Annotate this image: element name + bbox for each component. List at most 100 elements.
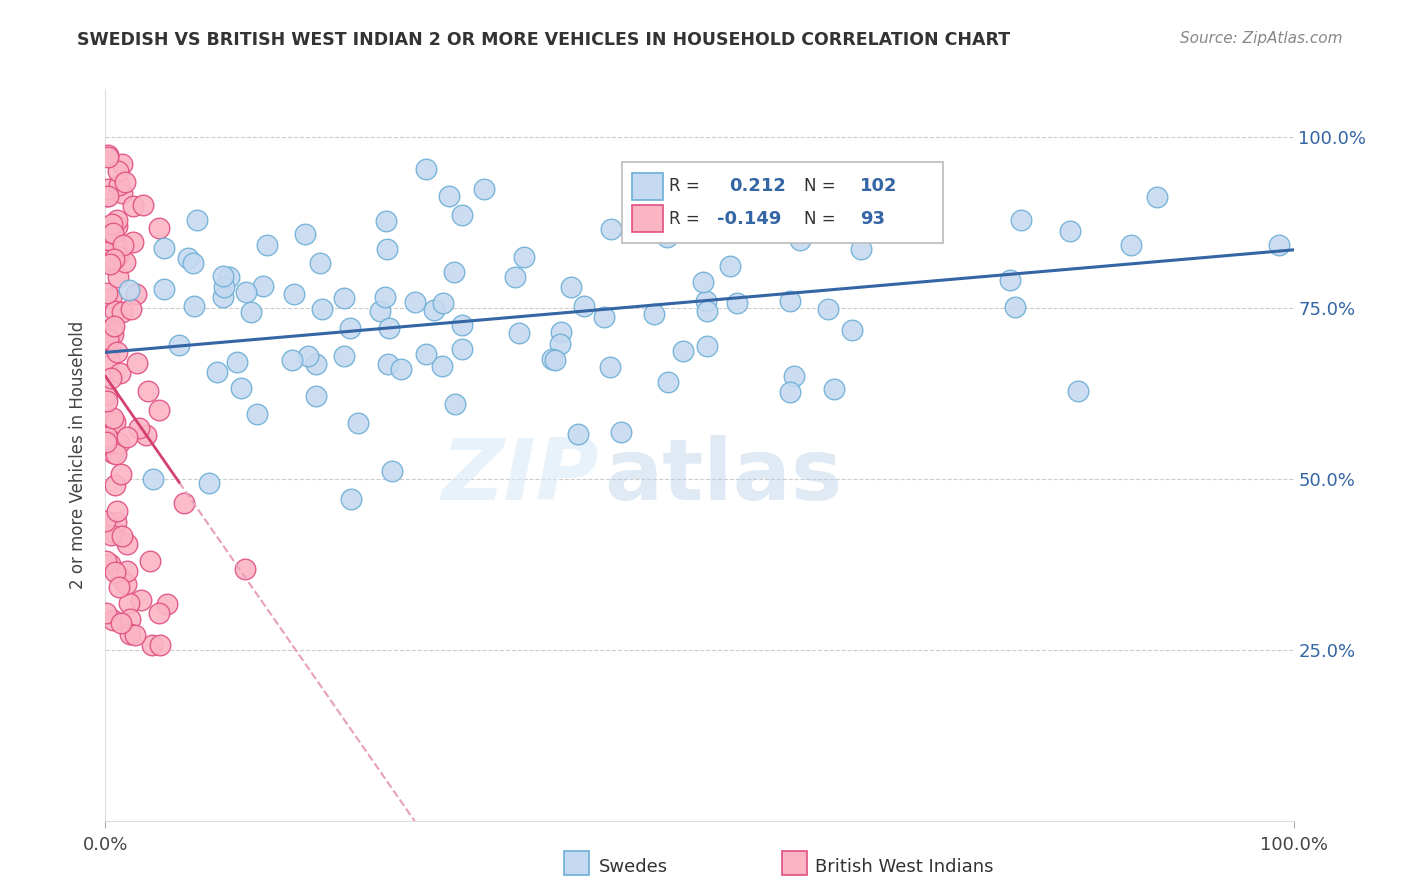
- Point: [118, 596, 141, 610]
- Point: [105, 515, 128, 529]
- Point: [503, 270, 526, 285]
- Point: [121, 199, 143, 213]
- Point: [96, 606, 118, 620]
- Point: [240, 305, 263, 319]
- Point: [98, 257, 121, 271]
- Y-axis label: 2 or more Vehicles in Household: 2 or more Vehicles in Household: [69, 321, 87, 589]
- Point: [779, 293, 801, 308]
- Point: [111, 305, 134, 319]
- Text: R =: R =: [669, 210, 699, 227]
- Text: atlas: atlas: [605, 435, 842, 518]
- Point: [305, 357, 328, 371]
- Point: [226, 354, 249, 368]
- Point: [118, 284, 141, 298]
- Point: [346, 417, 368, 431]
- Point: [97, 150, 120, 164]
- Point: [211, 268, 233, 283]
- Point: [104, 526, 127, 541]
- Point: [444, 397, 467, 411]
- Point: [212, 280, 235, 294]
- Point: [439, 188, 461, 202]
- Point: [173, 495, 195, 509]
- Point: [103, 613, 125, 627]
- Point: [107, 270, 129, 285]
- Point: [600, 222, 623, 236]
- Point: [1268, 238, 1291, 252]
- Point: [142, 472, 165, 486]
- Point: [377, 357, 399, 371]
- Point: [156, 597, 179, 611]
- Point: [149, 638, 172, 652]
- Point: [641, 177, 664, 191]
- Point: [783, 369, 806, 384]
- Point: [177, 252, 200, 266]
- Point: [112, 238, 135, 252]
- Point: [415, 347, 437, 361]
- Text: N =: N =: [804, 210, 835, 227]
- Point: [120, 627, 142, 641]
- Point: [340, 491, 363, 506]
- Point: [117, 537, 139, 551]
- Point: [98, 227, 121, 241]
- Point: [451, 318, 474, 332]
- Point: [94, 245, 117, 260]
- Point: [97, 437, 120, 451]
- Point: [443, 264, 465, 278]
- Point: [823, 382, 845, 396]
- Point: [148, 403, 170, 417]
- Point: [451, 343, 474, 357]
- Point: [107, 163, 129, 178]
- Point: [768, 194, 790, 209]
- Point: [97, 147, 120, 161]
- Point: [1146, 189, 1168, 203]
- Point: [657, 375, 679, 389]
- Point: [696, 339, 718, 353]
- Point: [152, 282, 174, 296]
- Point: [97, 189, 120, 203]
- Point: [105, 504, 128, 518]
- Point: [332, 291, 354, 305]
- FancyBboxPatch shape: [631, 205, 662, 232]
- Point: [107, 580, 129, 594]
- Point: [97, 331, 120, 345]
- Point: [110, 186, 132, 200]
- Point: [305, 389, 328, 403]
- Point: [105, 213, 128, 227]
- Point: [1067, 384, 1090, 398]
- Point: [381, 464, 404, 478]
- Point: [101, 411, 124, 425]
- Point: [183, 299, 205, 313]
- Point: [368, 303, 391, 318]
- FancyBboxPatch shape: [623, 162, 943, 243]
- Point: [104, 415, 127, 429]
- Point: [599, 359, 621, 374]
- Point: [114, 175, 136, 189]
- Point: [105, 344, 128, 359]
- Text: 102: 102: [860, 177, 897, 194]
- Text: R =: R =: [669, 177, 699, 194]
- Point: [104, 304, 127, 318]
- Point: [859, 197, 882, 211]
- Point: [125, 287, 148, 301]
- Point: [672, 344, 695, 359]
- Point: [817, 302, 839, 317]
- Point: [181, 256, 204, 270]
- Point: [186, 213, 208, 227]
- FancyBboxPatch shape: [631, 173, 662, 201]
- Point: [1004, 300, 1026, 314]
- Point: [246, 407, 269, 421]
- Point: [100, 528, 122, 542]
- Point: [422, 303, 444, 318]
- Point: [550, 325, 572, 339]
- Point: [256, 238, 278, 252]
- Point: [100, 371, 122, 385]
- Point: [339, 320, 361, 334]
- Point: [281, 352, 304, 367]
- Point: [128, 421, 150, 435]
- Point: [252, 279, 274, 293]
- Point: [122, 235, 145, 250]
- Point: [508, 326, 530, 340]
- Point: [1059, 224, 1081, 238]
- Point: [389, 361, 412, 376]
- Point: [841, 323, 863, 337]
